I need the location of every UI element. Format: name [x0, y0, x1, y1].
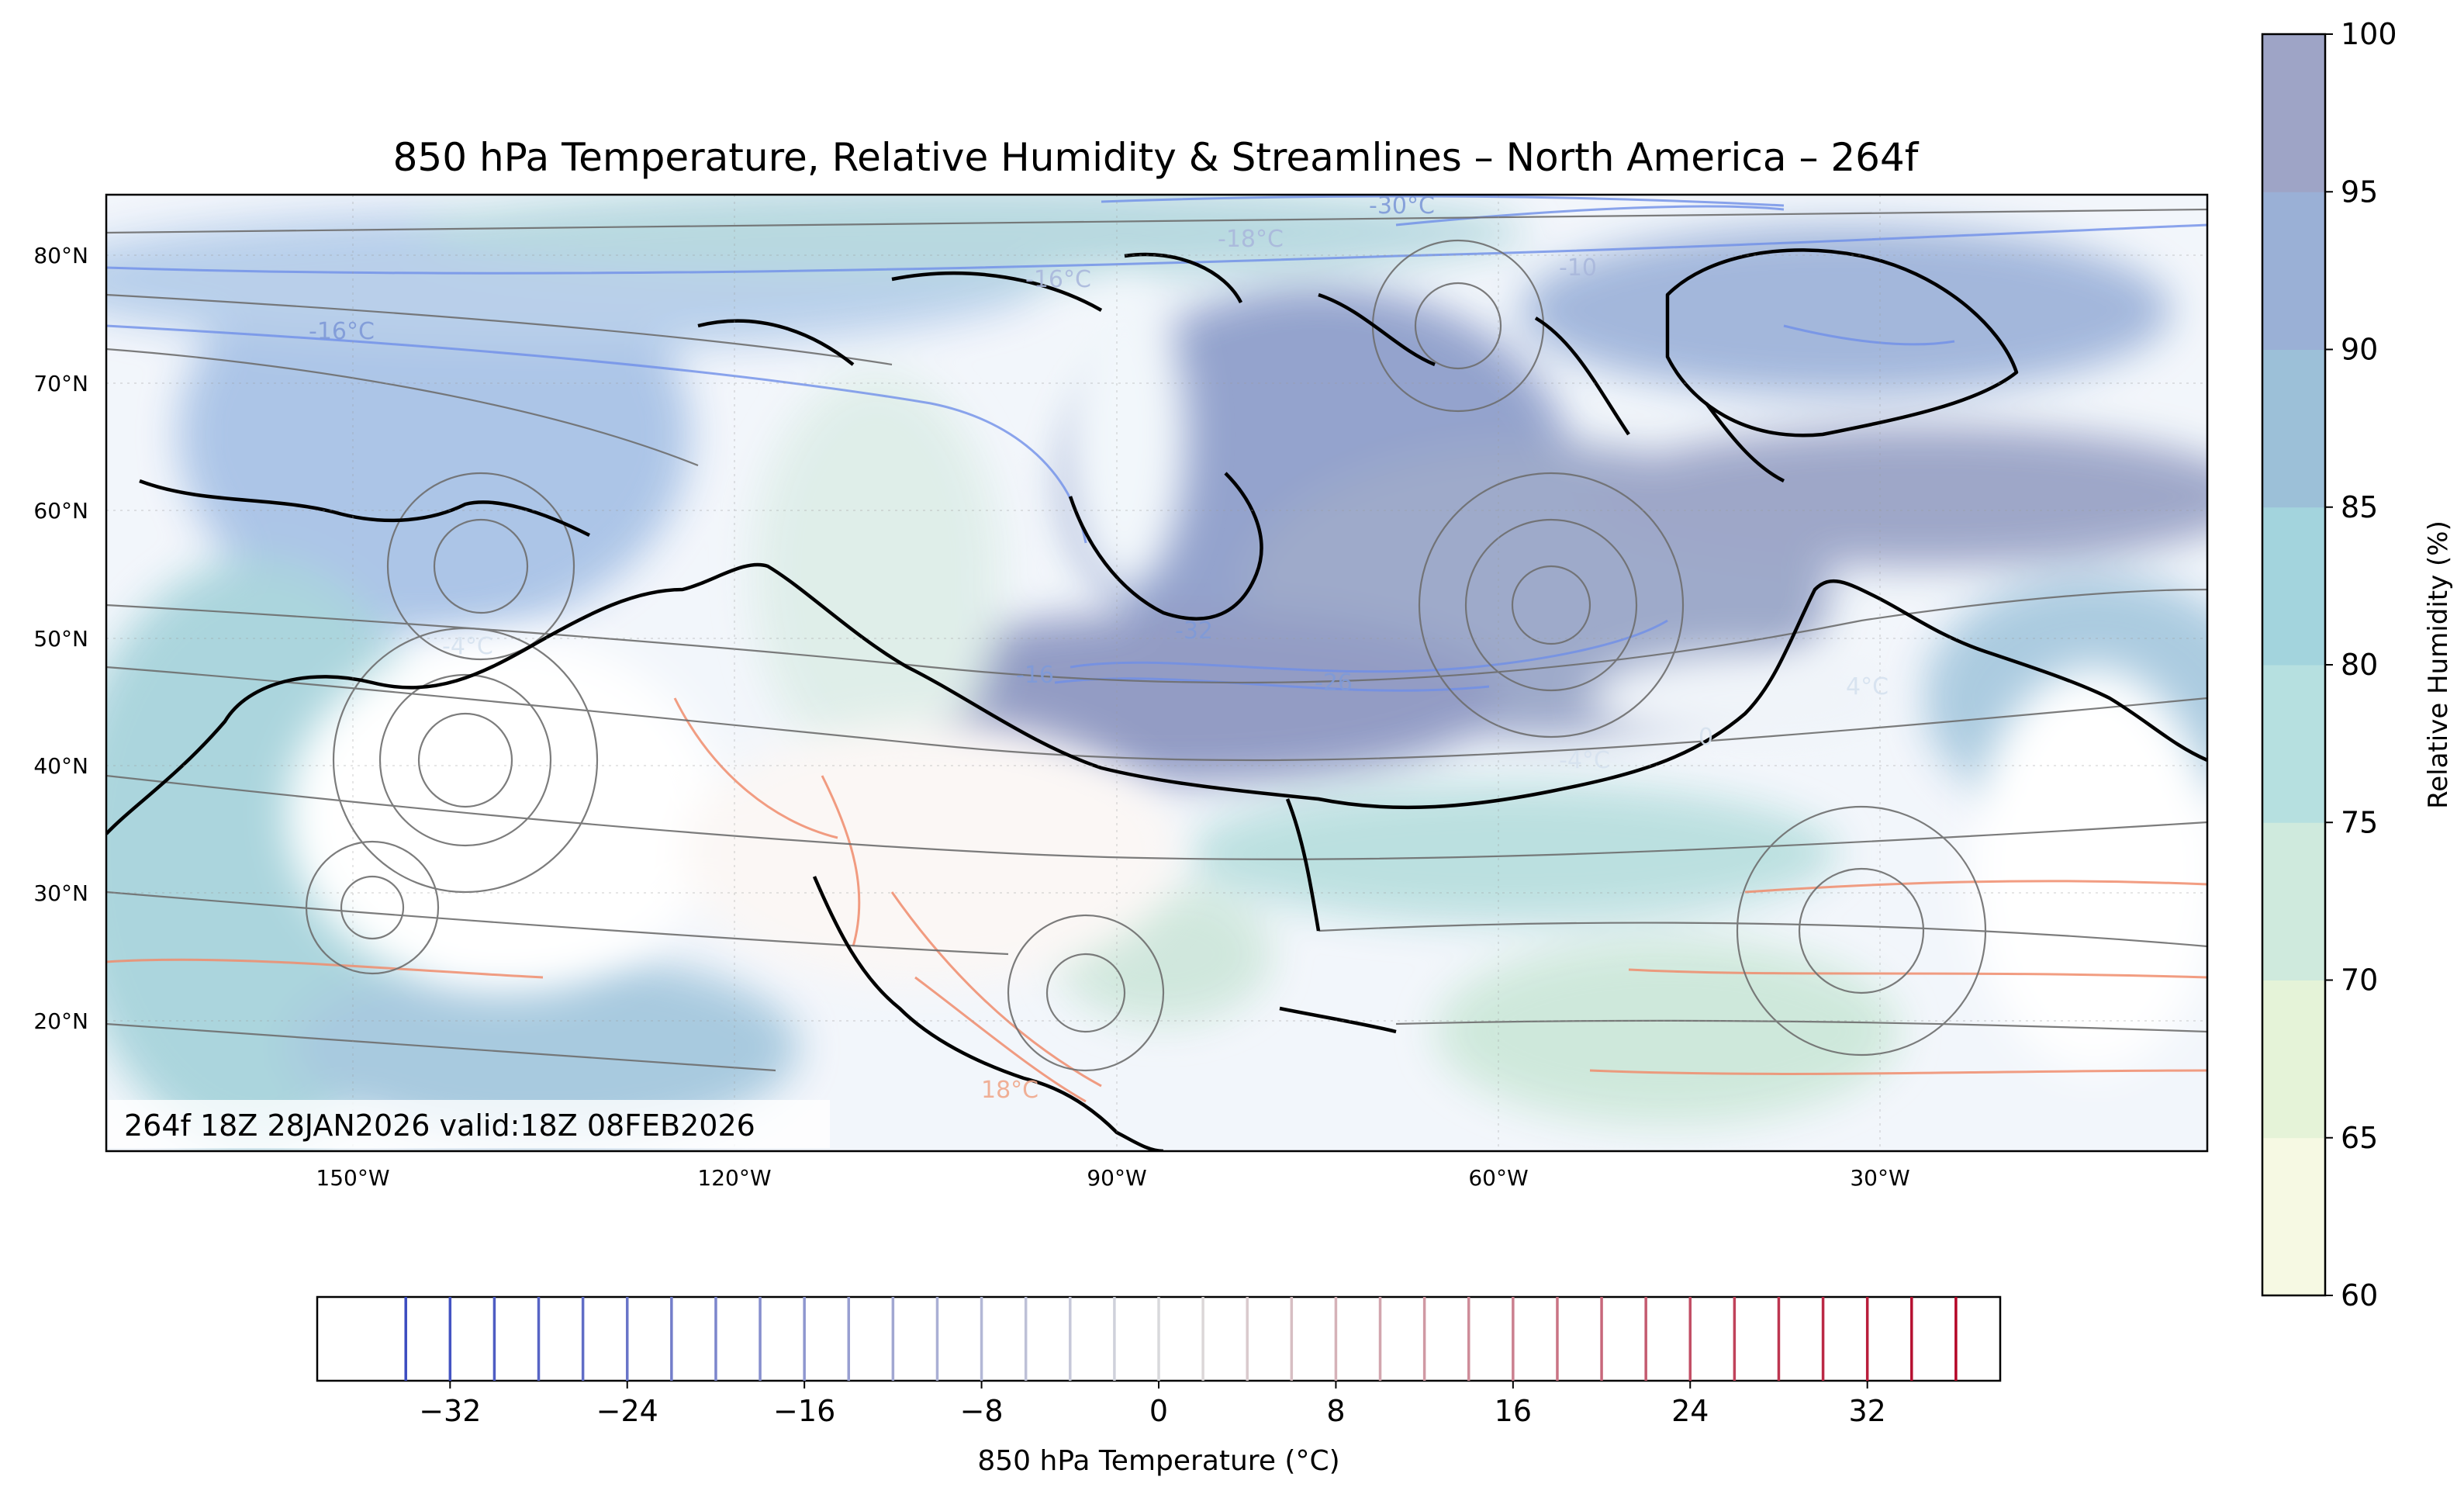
lat-axis-labels: 80°N 70°N 60°N 50°N 40°N 30°N 20°N [33, 243, 88, 1034]
temp-tick-label: −16 [773, 1394, 835, 1428]
rh-tick-label: 65 [2341, 1121, 2378, 1155]
hudson-bay-coast [1068, 472, 1263, 621]
cold-contours [106, 195, 2207, 692]
temp-tick-label: 32 [1849, 1394, 1886, 1428]
rh-colorbar-band [2262, 34, 2325, 192]
dry-regions [287, 279, 2207, 1070]
rh-colorbar-band [2262, 349, 2325, 508]
temp-colorbar-lines [404, 1297, 1958, 1381]
temp-colorbar-ticks: −32 −24 −16 −8 0 8 16 24 32 [419, 1381, 1886, 1428]
warm-contours [106, 697, 2207, 1103]
rh-tick-label: 85 [2341, 490, 2378, 524]
contour-label: -4°C [442, 633, 493, 660]
rh-colorbar-band [2262, 665, 2325, 823]
temp-colorbar: −32 −24 −16 −8 0 8 16 24 32 850 hPa Temperature … [316, 1295, 2002, 1477]
lat-label: 50°N [33, 626, 88, 652]
lat-label: 30°N [33, 880, 88, 906]
contour-label: 4°C [1846, 673, 1889, 700]
contour-label: -16°C [309, 318, 375, 345]
temp-tick-label: 0 [1149, 1394, 1168, 1428]
contour-label: 18°C [981, 1077, 1038, 1104]
contour-label: -26 [1315, 669, 1353, 697]
lon-label: 90°W [1087, 1165, 1146, 1191]
temp-tick-label: −32 [419, 1394, 481, 1428]
florida-caribbean-coast [1279, 798, 1397, 1034]
rh-tick-label: 75 [2341, 805, 2378, 839]
temp-tick-label: 24 [1671, 1394, 1709, 1428]
rh-tick-label: 60 [2341, 1278, 2378, 1312]
lat-label: 20°N [33, 1008, 88, 1034]
contour-label: -18°C [1218, 226, 1284, 253]
lat-label: 60°N [33, 498, 88, 524]
contour-label: -16 [1016, 662, 1054, 689]
rh-colorbar: 60 65 70 75 80 85 90 95 100 Relative Humidity (%… [2261, 17, 2454, 1312]
graticule [106, 195, 2207, 1151]
rh-colorbar-band [2262, 1137, 2325, 1296]
temp-tick-label: −24 [596, 1394, 658, 1428]
lon-label: 150°W [316, 1165, 389, 1191]
map-panel: 264f 18Z 28JAN2026 valid:18Z 08FEB2026 [105, 193, 2209, 1153]
temp-tick-label: −8 [960, 1394, 1004, 1428]
contour-label: -32 [1175, 617, 1213, 645]
lat-label: 40°N [33, 753, 88, 779]
rh-colorbar-band [2262, 192, 2325, 350]
lon-label: 60°W [1468, 1165, 1528, 1191]
contour-label: 0 [1699, 724, 1713, 751]
valid-time-label: 264f 18Z 28JAN2026 valid:18Z 08FEB2026 [124, 1108, 755, 1143]
lon-axis-labels: 150°W 120°W 90°W 60°W 30°W [316, 1165, 1909, 1191]
coastlines [106, 248, 2207, 1151]
temp-colorbar-label: 850 hPa Temperature (°C) [977, 1445, 1339, 1477]
rh-colorbar-band [2262, 507, 2325, 666]
mexico-central-america-coast [812, 876, 1164, 1151]
lat-label: 70°N [33, 371, 88, 396]
rh-colorbar-ticks: 60 65 70 75 80 85 90 95 100 [2325, 17, 2397, 1312]
alaska-coast [139, 479, 591, 538]
streamlines [106, 208, 2207, 1072]
greenland-coast [1665, 248, 2019, 437]
temp-tick-label: 16 [1495, 1394, 1532, 1428]
rh-tick-label: 90 [2341, 333, 2378, 367]
rh-colorbar-band [2262, 980, 2325, 1139]
rh-tick-label: 95 [2341, 175, 2378, 209]
rh-colorbar-label: Relative Humidity (%) [2423, 520, 2454, 809]
contour-label: -30°C [1369, 192, 1435, 220]
lon-label: 30°W [1850, 1165, 1909, 1191]
rh-tick-label: 70 [2341, 963, 2378, 998]
rh-tick-label: 100 [2341, 17, 2397, 51]
lat-label: 80°N [33, 243, 88, 268]
contour-label: -10 [1559, 254, 1597, 282]
rh-tick-label: 80 [2341, 648, 2378, 682]
map-frame [105, 193, 2209, 1153]
north-america-coast [106, 562, 2207, 835]
contour-label: -16°C [1025, 266, 1091, 293]
valid-label-box [109, 1100, 830, 1148]
arctic-islands [697, 252, 1785, 483]
contour-labels: -30°C -16°C -16°C -10 -32 -26 -16 -4°C -… [309, 192, 1889, 1104]
temp-tick-label: 8 [1326, 1394, 1345, 1428]
rh-colorbar-band [2262, 822, 2325, 980]
contour-label: -4°C [1559, 747, 1610, 774]
chart-title: 850 hPa Temperature, Relative Humidity &… [393, 135, 1920, 180]
rh-colorbar-bands [2262, 34, 2325, 1296]
lon-label: 120°W [697, 1165, 771, 1191]
